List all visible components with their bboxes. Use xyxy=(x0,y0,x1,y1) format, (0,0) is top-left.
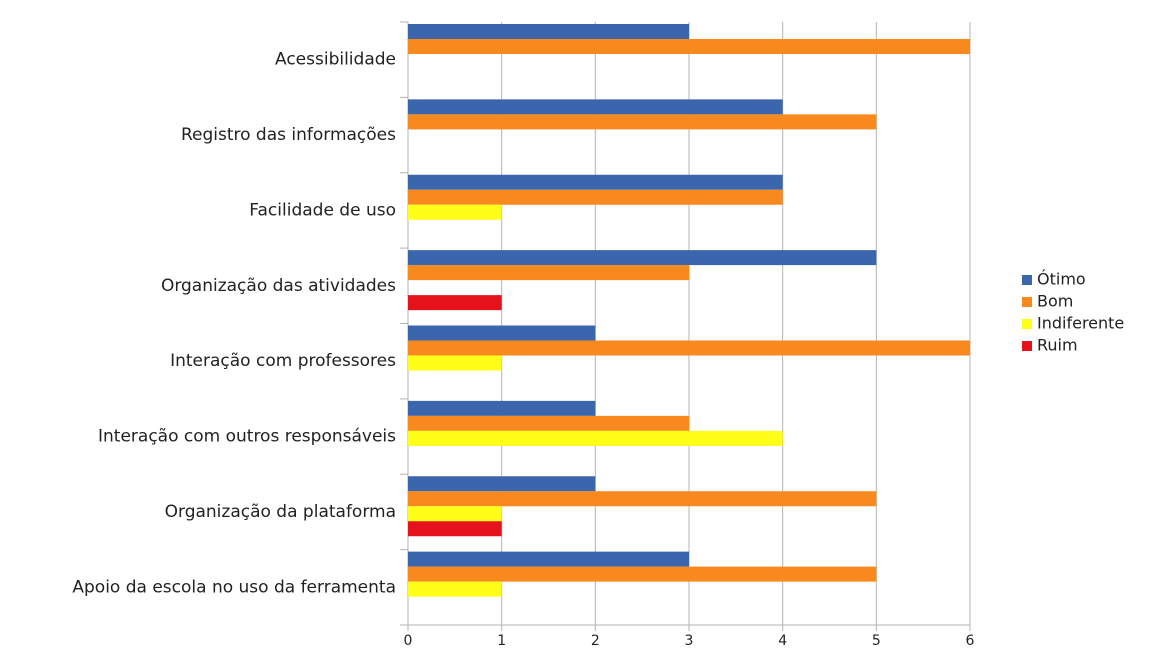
legend-swatch xyxy=(1022,341,1032,351)
y-tick-label: Apoio da escola no uso da ferramenta xyxy=(72,577,396,597)
x-tick-label: 6 xyxy=(966,633,975,646)
legend-swatch xyxy=(1022,275,1032,285)
x-tick-label: 5 xyxy=(872,633,881,646)
bar xyxy=(408,551,689,567)
legend-label: Bom xyxy=(1037,292,1073,311)
bar xyxy=(408,24,689,39)
x-tick-label: 1 xyxy=(497,633,506,646)
legend-label: Ruim xyxy=(1037,336,1078,355)
bar xyxy=(408,566,877,582)
bar xyxy=(408,355,502,371)
y-tick-label: Acessibilidade xyxy=(275,50,396,70)
x-tick-label: 2 xyxy=(591,633,600,646)
y-tick-label: Registro das informações xyxy=(181,125,396,145)
x-tick-label: 4 xyxy=(778,633,787,646)
bar xyxy=(408,174,783,190)
bar xyxy=(408,265,689,281)
x-tick-label: 0 xyxy=(404,633,413,646)
y-tick-label: Organização da plataforma xyxy=(165,502,396,522)
x-tick-label: 3 xyxy=(685,633,694,646)
bar xyxy=(408,521,502,537)
bar xyxy=(408,114,877,130)
bar xyxy=(408,581,502,597)
bar xyxy=(408,506,502,522)
legend-label: Indiferente xyxy=(1037,314,1124,333)
bar xyxy=(408,415,689,431)
bar xyxy=(408,491,877,507)
bar xyxy=(408,340,970,356)
bar xyxy=(408,204,502,220)
legend-swatch xyxy=(1022,319,1032,329)
y-tick-label: Organização das atividades xyxy=(161,276,396,296)
bar xyxy=(408,99,783,115)
bar xyxy=(408,189,783,205)
y-tick-label: Facilidade de uso xyxy=(249,200,396,220)
bar xyxy=(408,400,596,416)
y-tick-label: Interação com professores xyxy=(170,351,396,371)
legend-label: Ótimo xyxy=(1037,270,1086,289)
bar xyxy=(408,476,596,492)
bar xyxy=(408,250,877,266)
bar xyxy=(408,430,783,446)
y-tick-label: Interação com outros responsáveis xyxy=(98,427,396,447)
legend-swatch xyxy=(1022,297,1032,307)
bar xyxy=(408,39,970,54)
bar xyxy=(408,295,502,311)
bar xyxy=(408,325,596,341)
